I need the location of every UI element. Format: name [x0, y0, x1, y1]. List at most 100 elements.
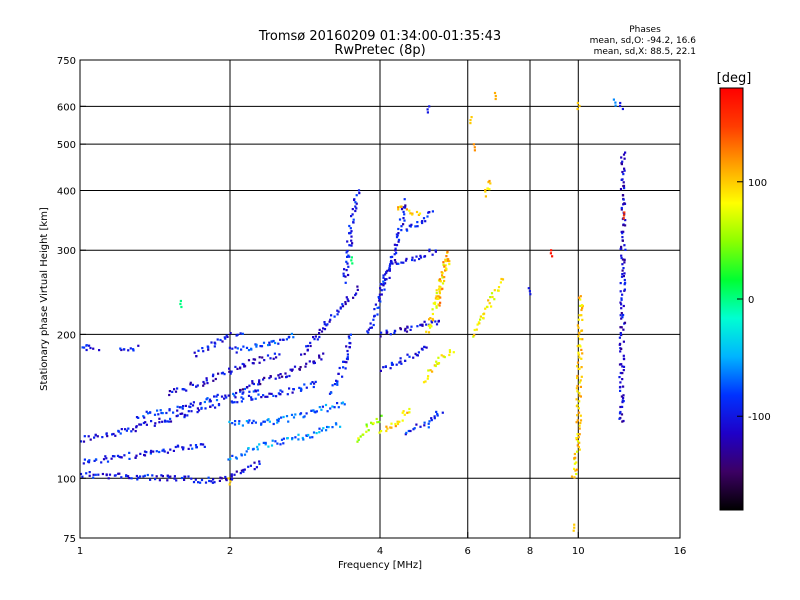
- trace-point-6: [174, 390, 178, 393]
- trace-point-8: [335, 423, 338, 426]
- trace-point-26: [443, 356, 446, 359]
- scatter-point-2: [351, 262, 354, 265]
- trace-point-33: [577, 445, 580, 449]
- trace-point-34: [623, 261, 626, 264]
- trace-point-8: [264, 441, 267, 444]
- trace-point-8: [270, 444, 274, 447]
- trace-point-34: [620, 156, 623, 159]
- trace-point-8: [291, 437, 294, 440]
- trace-point-11: [258, 379, 261, 382]
- trace-point-3: [182, 448, 185, 451]
- trace-point-5: [206, 397, 209, 400]
- trace-point-19: [404, 327, 407, 330]
- trace-point-7: [202, 350, 205, 353]
- trace-point-6: [241, 362, 244, 366]
- trace-point-9: [251, 421, 254, 425]
- trace-point-24: [437, 288, 441, 291]
- trace-point-24: [444, 264, 447, 267]
- trace-point-15: [351, 213, 354, 216]
- trace-point-15: [350, 244, 353, 247]
- trace-point-25: [437, 295, 440, 298]
- trace-point-4: [105, 432, 108, 435]
- x-tick-label: 16: [674, 546, 687, 557]
- trace-point-23: [366, 330, 369, 333]
- trace-point-4: [119, 432, 122, 435]
- trace-point-6: [234, 365, 237, 368]
- trace-point-3: [93, 459, 96, 462]
- trace-point-12: [267, 344, 270, 347]
- trace-point-14: [337, 372, 340, 375]
- trace-point-9: [245, 420, 248, 423]
- x-axis: 1 2 4 6 8 10 16: [77, 532, 687, 557]
- trace-point-24: [431, 317, 434, 321]
- trace-point-33: [578, 394, 581, 397]
- trace-point-14: [345, 361, 348, 364]
- trace-point-11: [278, 376, 281, 379]
- trace-point-15: [344, 281, 347, 284]
- trace-point-6: [261, 356, 264, 359]
- trace-point-10: [288, 387, 291, 390]
- scatter-point-3: [428, 105, 431, 108]
- trace-point-4: [158, 421, 161, 424]
- trace-point-25: [438, 304, 441, 307]
- trace-point-33: [576, 361, 580, 364]
- trace-point-11: [252, 382, 255, 386]
- trace-point-27: [491, 295, 494, 299]
- trace-point-10: [266, 395, 269, 398]
- trace-point-34: [619, 405, 622, 409]
- scatter-point-7: [550, 249, 553, 252]
- trace-point-15: [352, 221, 355, 224]
- trace-point-33: [578, 367, 581, 370]
- trace-point-13: [356, 285, 359, 288]
- trace-point-22: [395, 236, 399, 239]
- trace-point-16: [361, 433, 364, 436]
- trace-point-8: [247, 447, 250, 450]
- trace-point-12: [290, 332, 293, 335]
- trace-point-11: [258, 381, 261, 384]
- trace-point-11: [281, 375, 284, 378]
- trace-point-0: [149, 478, 152, 481]
- trace-point-5: [165, 411, 168, 415]
- scatter-point-9: [576, 101, 579, 105]
- trace-point-33: [578, 381, 581, 384]
- trace-point-34: [621, 263, 624, 266]
- trace-point-0: [161, 475, 164, 478]
- trace-point-6: [223, 373, 226, 376]
- trace-point-19: [406, 326, 409, 329]
- trace-point-25: [445, 267, 448, 271]
- trace-point-5: [209, 400, 212, 403]
- trace-point-1: [190, 477, 193, 480]
- trace-point-11: [285, 376, 288, 379]
- trace-point-17: [390, 426, 393, 429]
- trace-point-4: [124, 428, 127, 431]
- trace-point-34: [624, 224, 627, 227]
- trace-point-8: [297, 433, 300, 436]
- trace-point-23: [373, 314, 376, 317]
- trace-point-33: [576, 376, 579, 380]
- trace-point-28: [436, 413, 439, 416]
- trace-point-25: [446, 250, 449, 253]
- trace-point-4: [89, 438, 92, 441]
- colorbar-label: [deg]: [717, 71, 752, 86]
- trace-point-6: [176, 387, 179, 390]
- trace-point-1: [173, 475, 176, 478]
- trace-point-4: [196, 407, 199, 410]
- trace-point-31: [409, 212, 412, 215]
- trace-point-9: [292, 416, 296, 419]
- trace-point-27: [473, 334, 476, 337]
- trace-point-0: [127, 475, 130, 478]
- trace-point-8: [327, 426, 330, 429]
- trace-point-34: [624, 248, 627, 251]
- trace-point-27: [499, 281, 502, 284]
- trace-point-5: [241, 392, 244, 395]
- trace-point-20: [405, 257, 408, 260]
- trace-point-16: [359, 435, 362, 438]
- trace-point-9: [340, 402, 343, 405]
- trace-point-9: [315, 410, 318, 413]
- trace-point-33: [575, 405, 578, 408]
- trace-point-0: [92, 476, 95, 479]
- trace-point-14: [335, 379, 338, 382]
- trace-point-13: [309, 341, 312, 344]
- trace-point-33: [577, 407, 580, 410]
- trace-point-17: [401, 411, 404, 414]
